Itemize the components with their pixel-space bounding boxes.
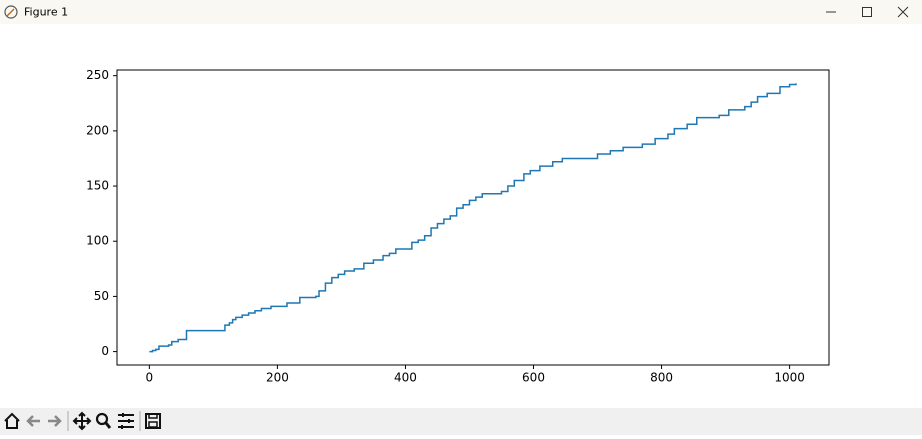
y-tick-label: 150: [86, 179, 109, 193]
x-tick-label: 800: [650, 371, 673, 385]
y-tick-label: 0: [101, 344, 109, 358]
window-title: Figure 1: [24, 6, 68, 19]
zoom-button[interactable]: [95, 412, 112, 429]
axes-frame: [116, 69, 830, 366]
x-tick-label: 0: [146, 371, 154, 385]
line: [149, 83, 797, 353]
pan-button[interactable]: [72, 411, 92, 431]
back-button[interactable]: [26, 415, 40, 427]
toolbar: [0, 408, 922, 435]
home-button[interactable]: [4, 412, 20, 429]
x-tick-label: 200: [266, 371, 289, 385]
save-button[interactable]: [145, 413, 161, 429]
maximize-button[interactable]: [862, 7, 872, 17]
forward-button[interactable]: [48, 415, 62, 427]
y-tick-label: 50: [94, 289, 109, 303]
y-tick-label: 100: [86, 234, 109, 248]
close-button[interactable]: [897, 6, 909, 18]
y-tick-label: 250: [86, 68, 109, 82]
app-icon: [4, 5, 18, 19]
y-tick-label: 200: [86, 123, 109, 137]
x-tick-label: 600: [522, 371, 545, 385]
configure-button[interactable]: [118, 413, 134, 429]
x-tick-label: 1000: [774, 371, 805, 385]
x-tick-label: 400: [394, 371, 417, 385]
title-bar: [0, 0, 922, 24]
